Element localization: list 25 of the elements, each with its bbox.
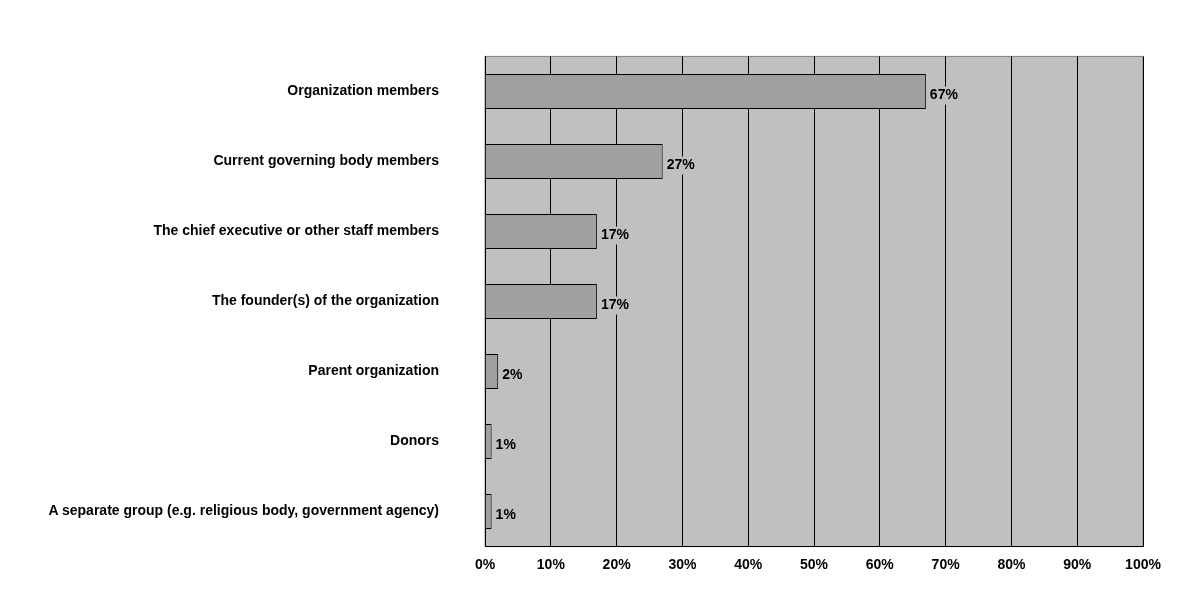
- x-tick-label: 60%: [865, 555, 895, 572]
- x-tick-label: 30%: [668, 555, 697, 572]
- x-tick-label: 40%: [734, 555, 763, 572]
- y-tick-label: Parent organization: [308, 362, 440, 379]
- data-label: 1%: [495, 506, 517, 523]
- data-label: 2%: [502, 366, 523, 383]
- x-tick-label: 100%: [1125, 555, 1162, 572]
- x-tick-label: 50%: [800, 555, 829, 572]
- data-label: 17%: [600, 296, 630, 313]
- data-label: 67%: [929, 86, 959, 103]
- x-tick-label: 70%: [931, 555, 961, 572]
- y-tick-label: The founder(s) of the organization: [211, 292, 440, 309]
- x-tick-label: 80%: [997, 555, 1026, 572]
- data-label: 17%: [600, 226, 630, 243]
- x-tick-label: 0%: [474, 555, 496, 572]
- x-tick-label: 10%: [536, 555, 566, 572]
- data-label: 1%: [495, 436, 517, 453]
- y-tick-label: Current governing body members: [213, 152, 440, 169]
- x-tick-label: 20%: [602, 555, 632, 572]
- data-label: 27%: [666, 156, 696, 173]
- y-tick-label: Donors: [390, 432, 440, 449]
- y-tick-label: The chief executive or other staff members: [153, 222, 440, 239]
- y-tick-label: Organization members: [287, 82, 440, 99]
- y-tick-label: A separate group (e.g. religious body, government agency): [48, 502, 440, 519]
- x-tick-label: 90%: [1063, 555, 1092, 572]
